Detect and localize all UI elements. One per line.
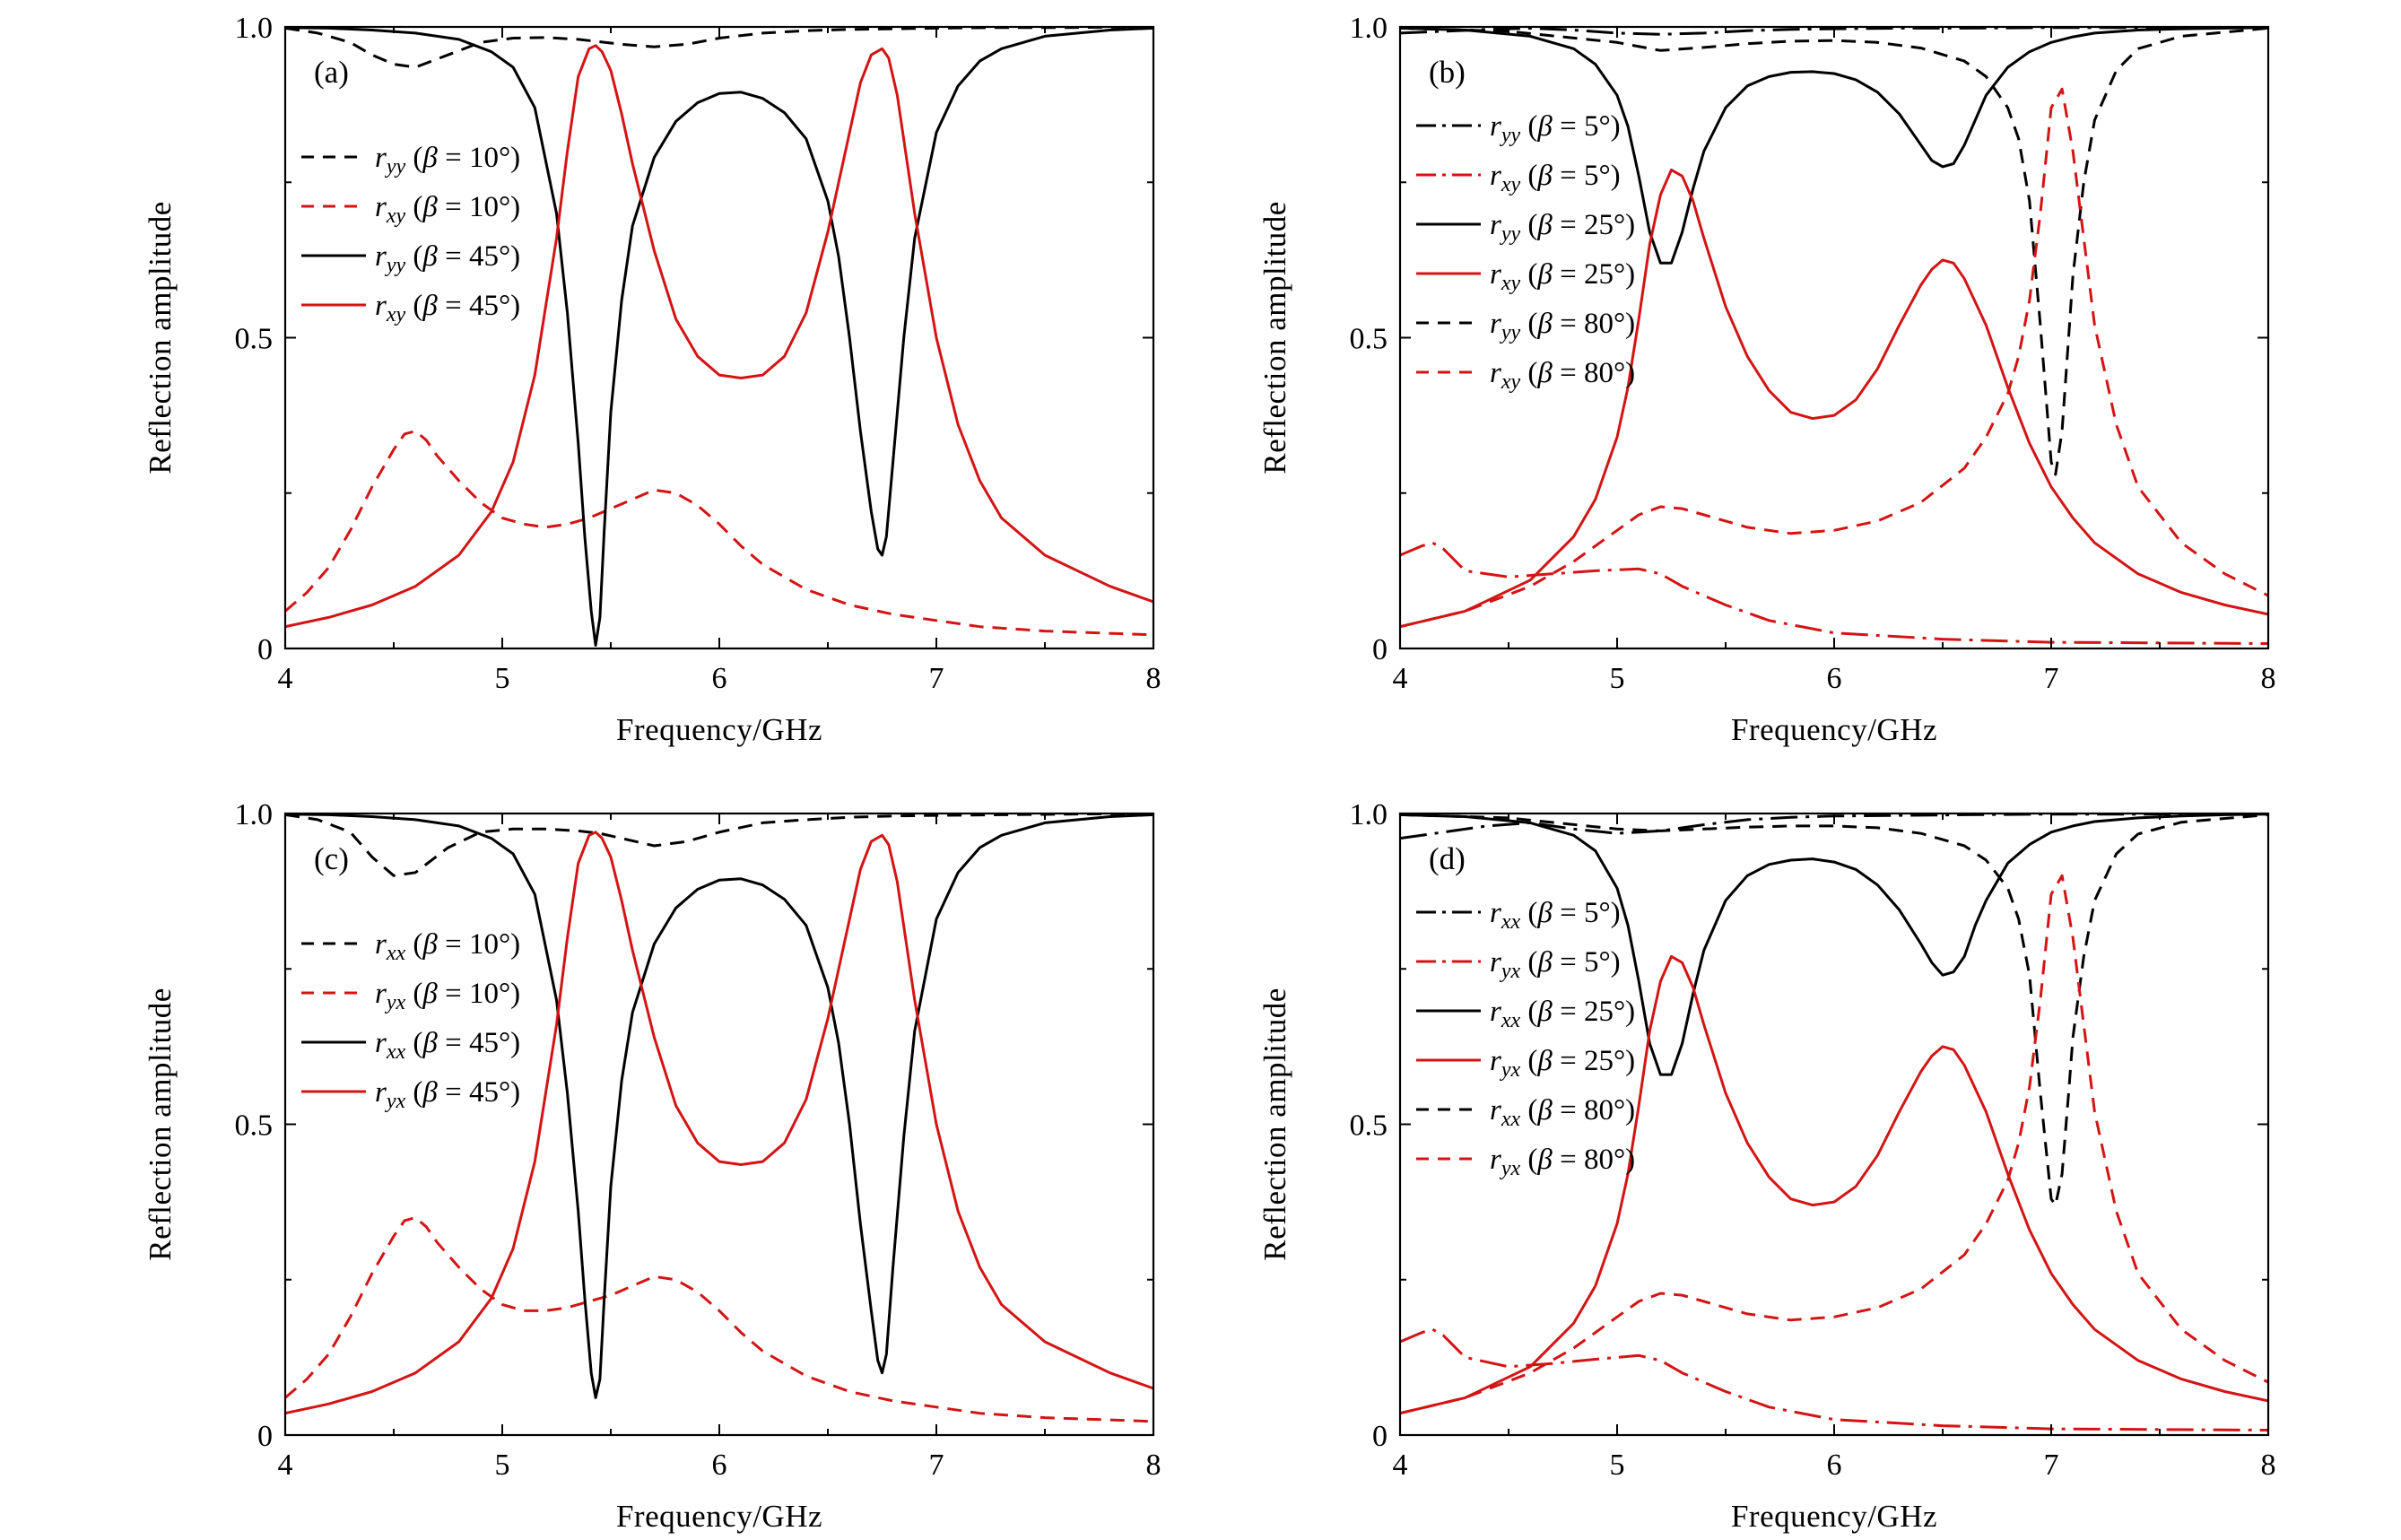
x-tick-label: 7 — [2044, 662, 2059, 695]
series-group — [285, 814, 1153, 1423]
legend: rxx (β = 5°) ryx (β = 5°) rxx (β = 25°) ryx… — [1416, 897, 1635, 1180]
x-axis-title: Frequency/GHz — [1731, 1499, 1937, 1534]
y-tick-label: 1.0 — [1350, 12, 1388, 45]
series-line-1 — [285, 1216, 1153, 1423]
y-axis-title: Reflection amplitude — [143, 201, 178, 474]
y-tick-label: 0 — [257, 633, 273, 666]
x-tick-label: 4 — [1393, 662, 1408, 695]
x-axis-title: Frequency/GHz — [616, 712, 822, 747]
x-tick-label: 7 — [929, 1449, 944, 1482]
series-group — [285, 27, 1153, 647]
series-line-1 — [285, 430, 1153, 637]
panel-label: (b) — [1429, 55, 1466, 90]
x-tick-label: 4 — [278, 1449, 293, 1482]
x-tick-label: 4 — [278, 662, 293, 695]
y-tick-label: 0 — [1372, 1420, 1388, 1453]
series-line-3 — [285, 44, 1153, 629]
legend-label: rxx (β = 25°) — [1490, 996, 1635, 1032]
y-tick-label: 1.0 — [235, 12, 274, 45]
x-tick-label: 6 — [712, 662, 727, 695]
y-axis-title: Reflection amplitude — [1257, 988, 1292, 1261]
series-line-2 — [1400, 27, 2268, 265]
legend-label: ryy (β = 10°) — [375, 142, 520, 178]
plot-frame — [283, 812, 1155, 1437]
legend-label: rxy (β = 80°) — [1490, 357, 1635, 394]
panel-label: (a) — [314, 55, 349, 90]
chart-panel-c: 4 5 6 7 8 0 0.5 1.0 Frequency/GHz Reflection ampl… — [143, 798, 1161, 1534]
panel-label: (d) — [1429, 841, 1466, 876]
x-tick-label: 8 — [2261, 1449, 2276, 1482]
y-tick-label: 0 — [1372, 633, 1388, 666]
y-axis-title: Reflection amplitude — [143, 988, 178, 1261]
x-tick-label: 4 — [1393, 1449, 1408, 1482]
series-line-1 — [1400, 1327, 2268, 1431]
y-tick-label: 0.5 — [1350, 1109, 1388, 1143]
legend-label: rxx (β = 10°) — [375, 928, 520, 965]
x-axis-title: Frequency/GHz — [616, 1499, 822, 1534]
legend-label: ryx (β = 80°) — [1490, 1144, 1635, 1180]
chart-panel-a: 4 5 6 7 8 0 0.5 1.0 Frequency/GHz Reflection ampl… — [143, 12, 1161, 747]
legend-label: ryy (β = 25°) — [1490, 209, 1635, 246]
chart-panel-b: 4 5 6 7 8 0 0.5 1.0 Frequency/GHz Reflection ampl… — [1257, 12, 2276, 747]
series-line-3 — [1400, 168, 2268, 629]
x-tick-label: 5 — [495, 662, 510, 695]
series-line-3 — [285, 831, 1153, 1415]
legend-label: ryy (β = 80°) — [1490, 308, 1635, 344]
x-tick-label: 7 — [929, 662, 944, 695]
legend-label: rxy (β = 25°) — [1490, 258, 1635, 295]
x-tick-label: 8 — [2261, 662, 2276, 695]
series-line-5 — [1400, 87, 2268, 629]
legend-label: rxy (β = 5°) — [1490, 160, 1621, 196]
legend-label: rxx (β = 45°) — [375, 1027, 520, 1064]
x-tick-label: 5 — [495, 1449, 510, 1482]
x-tick-label: 5 — [1610, 662, 1625, 695]
y-tick-label: 0.5 — [235, 1109, 274, 1143]
legend: ryy (β = 10°) rxy (β = 10°) ryy (β = 45°) r… — [301, 142, 520, 326]
legend-label: rxx (β = 5°) — [1490, 897, 1621, 934]
legend-label: ryx (β = 5°) — [1490, 946, 1621, 983]
legend-label: rxx (β = 80°) — [1490, 1094, 1635, 1131]
legend: ryy (β = 5°) rxy (β = 5°) ryy (β = 25°) rxy… — [1416, 110, 1635, 394]
x-tick-label: 6 — [1827, 662, 1842, 695]
x-tick-label: 8 — [1146, 662, 1161, 695]
x-tick-label: 6 — [712, 1449, 727, 1482]
series-line-3 — [1400, 954, 2268, 1415]
x-tick-label: 7 — [2044, 1449, 2059, 1482]
x-tick-label: 5 — [1610, 1449, 1625, 1482]
legend-label: ryy (β = 5°) — [1490, 110, 1621, 147]
series-line-4 — [1400, 814, 2268, 1207]
series-line-0 — [285, 27, 1153, 69]
x-axis-title: Frequency/GHz — [1731, 712, 1937, 747]
y-tick-label: 1.0 — [235, 798, 274, 831]
series-line-2 — [285, 27, 1153, 647]
legend-label: ryx (β = 25°) — [1490, 1045, 1635, 1082]
chart-panel-d: 4 5 6 7 8 0 0.5 1.0 Frequency/GHz Reflection ampl… — [1257, 798, 2276, 1534]
legend-label: rxy (β = 45°) — [375, 290, 520, 326]
y-tick-label: 1.0 — [1350, 798, 1388, 831]
series-line-2 — [1400, 814, 2268, 1076]
series-line-2 — [285, 814, 1153, 1399]
plot-frame — [283, 25, 1155, 650]
y-tick-label: 0 — [257, 1420, 273, 1453]
legend-label: ryy (β = 45°) — [375, 240, 520, 277]
x-tick-label: 8 — [1146, 1449, 1161, 1482]
series-line-5 — [1400, 874, 2268, 1415]
legend: rxx (β = 10°) ryx (β = 10°) rxx (β = 45°) r… — [301, 928, 520, 1113]
y-tick-label: 0.5 — [235, 323, 274, 356]
panel-label: (c) — [314, 841, 349, 876]
y-axis-title: Reflection amplitude — [1257, 201, 1292, 474]
series-line-1 — [1400, 541, 2268, 645]
legend-label: ryx (β = 45°) — [375, 1076, 520, 1113]
series-line-0 — [285, 814, 1153, 877]
x-tick-label: 6 — [1827, 1449, 1842, 1482]
legend-label: ryx (β = 10°) — [375, 978, 520, 1014]
y-tick-label: 0.5 — [1350, 323, 1388, 356]
legend-label: rxy (β = 10°) — [375, 191, 520, 228]
series-line-4 — [1400, 27, 2268, 476]
